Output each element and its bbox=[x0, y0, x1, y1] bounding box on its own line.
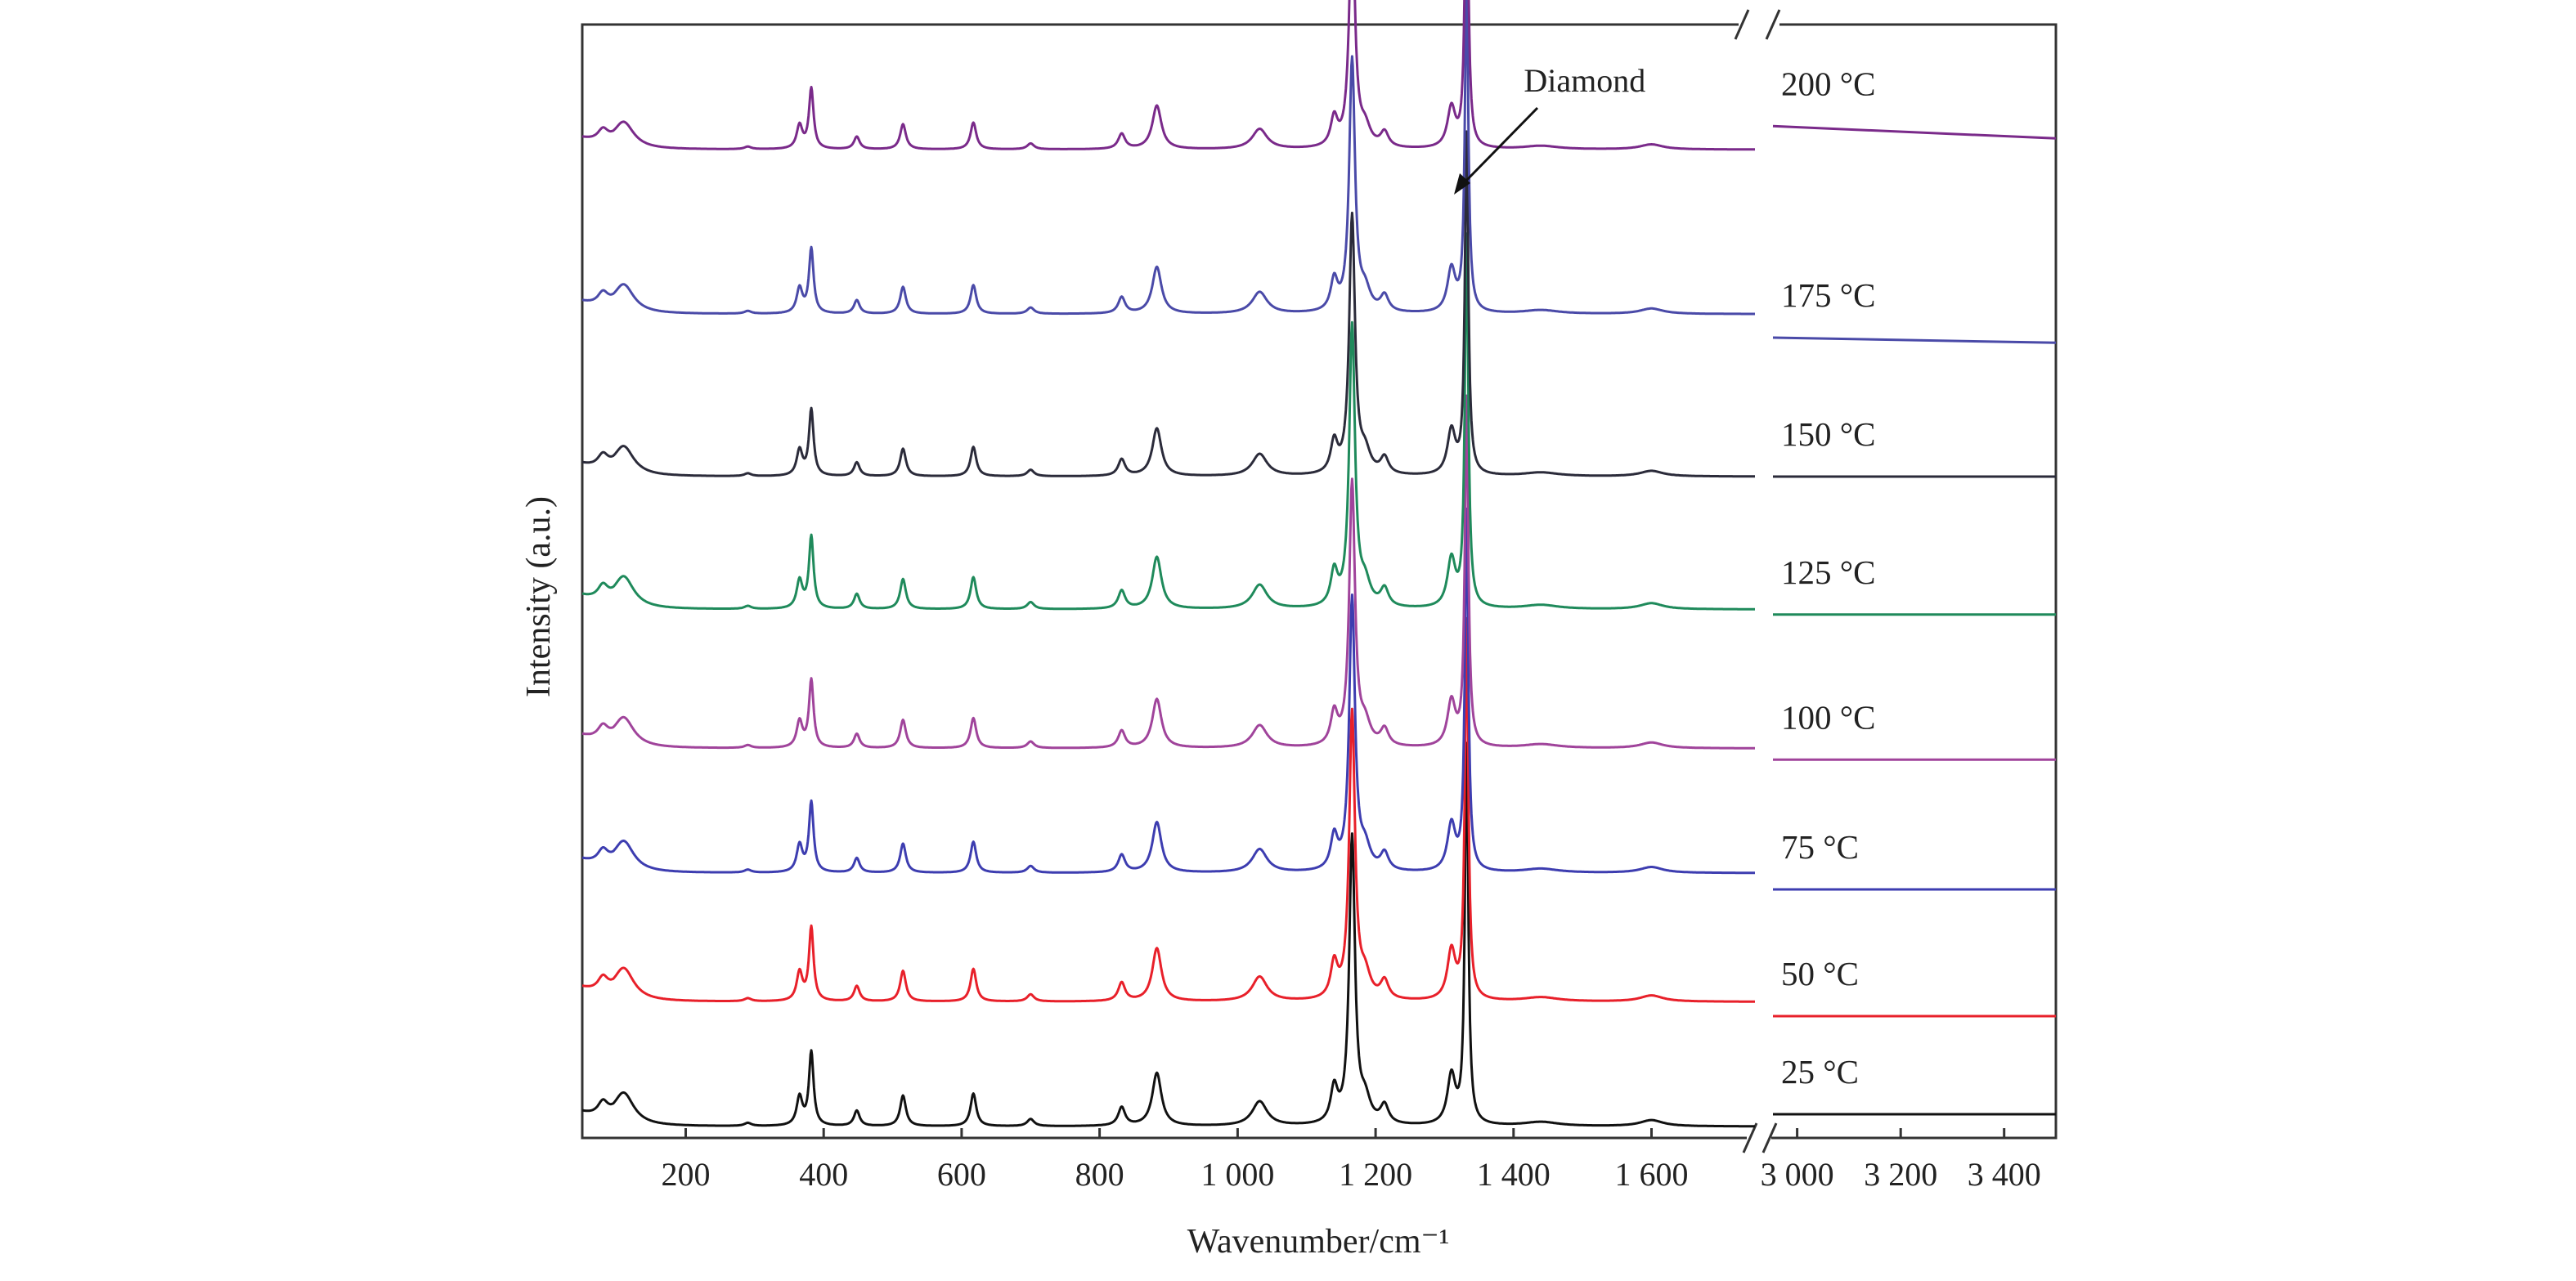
x-tick-label-tail-2: 3 400 bbox=[1968, 1156, 2041, 1193]
series-label-175c: 175 °C bbox=[1781, 276, 1876, 314]
x-axis-label: Wavenumber/cm⁻¹ bbox=[1187, 1223, 1450, 1261]
x-tick-label-main-3: 800 bbox=[1075, 1156, 1124, 1193]
axis-break-bottom-2 bbox=[1761, 1122, 1778, 1153]
series-line-150c bbox=[581, 130, 1756, 478]
series-line-50c bbox=[581, 616, 1756, 1003]
series-line-25c bbox=[581, 741, 1756, 1128]
series-label-200c: 200 °C bbox=[1781, 65, 1876, 102]
series-labels: 25 °C 50 °C 75 °C 100 °C 125 °C 150 °C 175 °C 2… bbox=[1781, 65, 1876, 1091]
y-axis-label: Intensity (a.u.) bbox=[520, 496, 558, 697]
series-line-175c bbox=[581, 0, 1756, 316]
series-tail-200c bbox=[1772, 124, 2057, 140]
series-label-50c: 50 °C bbox=[1781, 955, 1859, 992]
series-line-200c bbox=[581, 0, 1756, 151]
x-tick-label-main-2: 600 bbox=[937, 1156, 986, 1193]
series-tail-175c bbox=[1772, 336, 2057, 344]
x-tick-label-main-6: 1 400 bbox=[1477, 1156, 1551, 1193]
diamond-arrow-head bbox=[1454, 173, 1470, 195]
x-tick-label-main-5: 1 200 bbox=[1339, 1156, 1412, 1193]
diamond-arrow-line bbox=[1461, 106, 1539, 186]
x-tick-label-main-7: 1 600 bbox=[1615, 1156, 1689, 1193]
diamond-annotation: Diamond bbox=[1454, 62, 1645, 195]
series-label-125c: 125 °C bbox=[1781, 553, 1876, 591]
series-label-150c: 150 °C bbox=[1781, 415, 1876, 453]
series-label-100c: 100 °C bbox=[1781, 698, 1876, 736]
series-layer bbox=[581, 0, 2057, 1128]
axis-break-top-2 bbox=[1765, 9, 1781, 40]
series-label-75c: 75 °C bbox=[1781, 828, 1859, 866]
axis-break-bottom-1 bbox=[1742, 1122, 1758, 1153]
x-tick-label-main-1: 400 bbox=[799, 1156, 848, 1193]
axis-break-top-1 bbox=[1734, 9, 1750, 40]
x-axis-ticks: 200 400 600 800 1 000 1 200 1 400 1 600 3 000 3 2… bbox=[662, 1128, 2041, 1193]
x-tick-label-main-4: 1 000 bbox=[1200, 1156, 1274, 1193]
series-label-25c: 25 °C bbox=[1781, 1053, 1859, 1091]
series-line-100c bbox=[581, 394, 1756, 750]
plot-frame bbox=[581, 9, 2058, 1153]
x-tick-label-main-0: 200 bbox=[662, 1156, 711, 1193]
x-tick-label-tail-1: 3 200 bbox=[1864, 1156, 1937, 1193]
frame-left-top-bottom bbox=[581, 23, 1747, 1140]
frame-right-segment bbox=[1771, 23, 2058, 1140]
diamond-label: Diamond bbox=[1524, 62, 1645, 99]
x-tick-label-tail-0: 3 000 bbox=[1761, 1156, 1834, 1193]
series-line-75c bbox=[581, 507, 1756, 875]
series-line-125c bbox=[581, 232, 1756, 611]
